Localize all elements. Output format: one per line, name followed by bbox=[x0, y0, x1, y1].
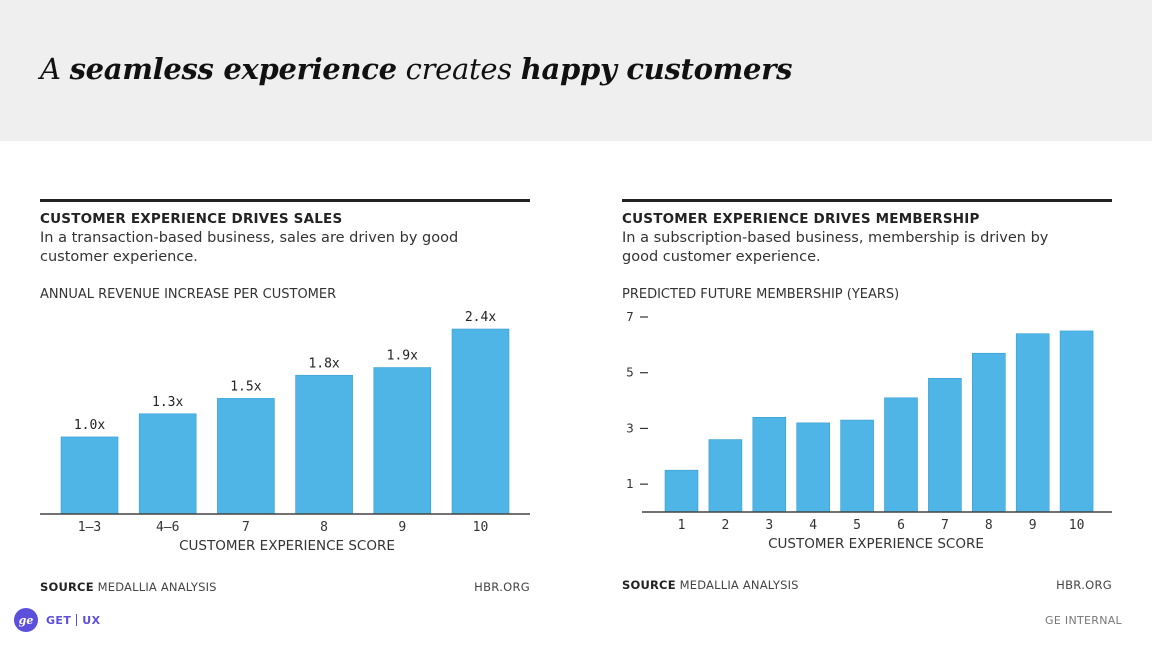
bar bbox=[840, 419, 874, 513]
source-text: MEDALLIA ANALYSIS bbox=[679, 578, 799, 592]
x-tick-label: 7 bbox=[242, 520, 250, 535]
chart-subtitle: In a transaction-based business, sales a… bbox=[40, 230, 459, 265]
x-tick-label: 9 bbox=[1029, 518, 1037, 533]
y-tick-label: 3 bbox=[626, 421, 634, 435]
logo-text: ge bbox=[18, 613, 34, 627]
x-tick-label: 9 bbox=[398, 520, 406, 535]
bar bbox=[664, 469, 699, 513]
bar bbox=[752, 416, 787, 513]
source-note: SOURCE MEDALLIA ANALYSIS bbox=[622, 578, 799, 592]
credit-hbr: HBR.ORG bbox=[474, 580, 530, 594]
x-tick-label: 1 bbox=[678, 518, 686, 533]
chart-panel-membership: CUSTOMER EXPERIENCE DRIVES MEMBERSHIP In… bbox=[622, 199, 1112, 599]
bar bbox=[708, 439, 743, 513]
y-tick-label: 5 bbox=[626, 366, 634, 380]
x-tick-label: 7 bbox=[941, 518, 949, 533]
chart-title: CUSTOMER EXPERIENCE DRIVES SALES bbox=[40, 211, 343, 227]
x-tick-label: 5 bbox=[853, 518, 861, 533]
title-part: seamless experience bbox=[69, 52, 397, 86]
x-tick-label: 10 bbox=[1069, 518, 1085, 533]
title-part: A bbox=[40, 52, 70, 86]
data-label: 2.4x bbox=[465, 310, 496, 325]
data-label: 1.8x bbox=[308, 356, 339, 371]
bar bbox=[1015, 333, 1050, 513]
bar bbox=[1059, 330, 1094, 513]
x-tick-label: 1–3 bbox=[78, 520, 101, 535]
x-tick-label: 2 bbox=[721, 518, 729, 533]
title-part: creates bbox=[396, 52, 521, 86]
data-label: 1.0x bbox=[74, 418, 105, 433]
bar bbox=[295, 374, 353, 515]
x-tick-label: 6 bbox=[897, 518, 905, 533]
source-label: SOURCE bbox=[622, 578, 676, 592]
bar bbox=[373, 367, 432, 515]
x-tick-label: 4–6 bbox=[156, 520, 179, 535]
source-note: SOURCE MEDALLIA ANALYSIS bbox=[40, 580, 217, 594]
x-tick-label: 3 bbox=[765, 518, 773, 533]
bar bbox=[928, 377, 962, 513]
brand-divider bbox=[76, 614, 78, 626]
bar bbox=[796, 422, 830, 513]
bar bbox=[60, 436, 119, 515]
bar bbox=[217, 398, 275, 515]
y-axis-label: PREDICTED FUTURE MEMBERSHIP (YEARS) bbox=[622, 287, 900, 302]
x-tick-label: 8 bbox=[320, 520, 328, 535]
header-band bbox=[0, 0, 1152, 141]
slide-title: A seamless experience creates happy cust… bbox=[40, 52, 792, 86]
source-text: MEDALLIA ANALYSIS bbox=[97, 580, 217, 594]
x-axis-title: CUSTOMER EXPERIENCE SCORE bbox=[179, 538, 395, 554]
source-label: SOURCE bbox=[40, 580, 94, 594]
chart-subtitle: In a subscription-based business, member… bbox=[622, 230, 1049, 265]
bar bbox=[884, 397, 918, 513]
bar-chart-sales: 1.0x 1–3 1.3x 4–6 1.5x 7 1.8x 8 1.9x 9 2.4x 10 CUSTO… bbox=[40, 310, 530, 554]
bar bbox=[451, 328, 510, 515]
panel-top-rule bbox=[40, 199, 530, 202]
credit-hbr: HBR.ORG bbox=[1056, 578, 1112, 592]
chart-panel-sales: CUSTOMER EXPERIENCE DRIVES SALES In a tr… bbox=[40, 199, 530, 599]
x-tick-label: 10 bbox=[473, 520, 489, 535]
y-tick-label: 7 bbox=[626, 310, 634, 324]
brand-left: GET bbox=[46, 614, 72, 627]
x-axis-title: CUSTOMER EXPERIENCE SCORE bbox=[768, 536, 984, 552]
chart-title: CUSTOMER EXPERIENCE DRIVES MEMBERSHIP bbox=[622, 211, 980, 227]
y-tick-label: 1 bbox=[626, 477, 634, 491]
title-part: happy customers bbox=[520, 52, 793, 86]
footer-internal-label: GE INTERNAL bbox=[1045, 614, 1122, 627]
data-label: 1.5x bbox=[230, 379, 261, 394]
bar bbox=[138, 413, 197, 515]
bar-chart-membership: 1 3 5 7 1 2 3 4 5 6 7 8 9 10 CUSTOMER EXPERIENCE SCORE bbox=[626, 310, 1112, 552]
ge-monogram-icon: ge bbox=[14, 608, 38, 632]
y-axis-label: ANNUAL REVENUE INCREASE PER CUSTOMER bbox=[40, 287, 337, 302]
data-label: 1.3x bbox=[152, 395, 183, 410]
brand-right: UX bbox=[82, 614, 101, 627]
panel-top-rule bbox=[622, 199, 1112, 202]
data-label: 1.9x bbox=[387, 349, 418, 364]
x-tick-label: 4 bbox=[809, 518, 817, 533]
x-tick-label: 8 bbox=[985, 518, 993, 533]
footer-brand: GET UX bbox=[46, 614, 100, 627]
bar bbox=[971, 352, 1006, 513]
